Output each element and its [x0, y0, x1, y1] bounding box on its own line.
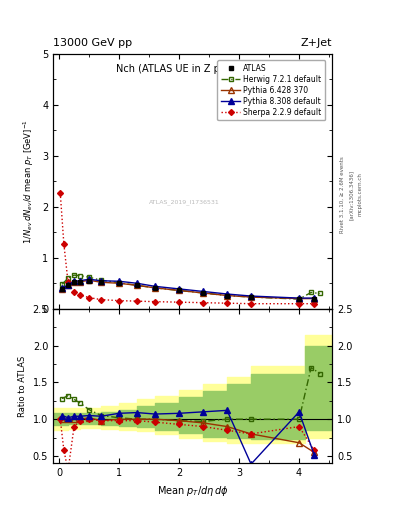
ATLAS: [66, 282, 70, 288]
Herwig 7.2.1 default: [135, 282, 140, 288]
Sherpa 2.2.9 default: [312, 301, 316, 307]
Herwig 7.2.1 default: [225, 292, 230, 298]
Pythia 8.308 default: [60, 285, 64, 291]
Pythia 8.308 default: [312, 295, 316, 301]
Y-axis label: Ratio to ATLAS: Ratio to ATLAS: [18, 355, 27, 417]
ATLAS: [117, 280, 121, 286]
Sherpa 2.2.9 default: [249, 301, 253, 307]
Text: Z+Jet: Z+Jet: [301, 37, 332, 48]
Herwig 7.2.1 default: [60, 281, 64, 287]
Pythia 8.308 default: [72, 278, 76, 284]
Sherpa 2.2.9 default: [225, 300, 230, 306]
Herwig 7.2.1 default: [66, 275, 70, 281]
Pythia 8.308 default: [66, 282, 70, 288]
Pythia 8.308 default: [201, 288, 206, 294]
X-axis label: Mean $p_T/d\eta\,d\phi$: Mean $p_T/d\eta\,d\phi$: [157, 484, 228, 498]
Pythia 8.308 default: [117, 278, 121, 284]
Line: Pythia 6.428 370: Pythia 6.428 370: [59, 278, 317, 302]
Pythia 6.428 370: [225, 292, 230, 298]
Sherpa 2.2.9 default: [58, 190, 62, 196]
ATLAS: [297, 296, 301, 302]
Sherpa 2.2.9 default: [66, 279, 70, 285]
ATLAS: [177, 287, 182, 293]
Sherpa 2.2.9 default: [72, 289, 76, 295]
Herwig 7.2.1 default: [78, 272, 83, 279]
Herwig 7.2.1 default: [297, 296, 301, 302]
Pythia 8.308 default: [297, 295, 301, 301]
ATLAS: [87, 278, 92, 284]
Line: Sherpa 2.2.9 default: Sherpa 2.2.9 default: [58, 191, 316, 306]
Pythia 8.308 default: [99, 278, 103, 284]
Pythia 6.428 370: [117, 280, 121, 286]
Pythia 6.428 370: [99, 279, 103, 285]
Sherpa 2.2.9 default: [99, 296, 103, 303]
Pythia 8.308 default: [135, 280, 140, 286]
Herwig 7.2.1 default: [87, 274, 92, 280]
ATLAS: [99, 279, 103, 285]
Pythia 6.428 370: [60, 286, 64, 292]
Sherpa 2.2.9 default: [61, 241, 66, 247]
Herwig 7.2.1 default: [72, 272, 76, 278]
Herwig 7.2.1 default: [153, 285, 158, 291]
Pythia 6.428 370: [66, 282, 70, 288]
Text: Nch (ATLAS UE in Z production): Nch (ATLAS UE in Z production): [116, 64, 270, 74]
Pythia 8.308 default: [249, 293, 253, 299]
Sherpa 2.2.9 default: [177, 299, 182, 305]
Sherpa 2.2.9 default: [153, 298, 158, 305]
Y-axis label: $1/N_{ev}\,dN_{ev}/d$ mean $p_T$ [GeV]$^{-1}$: $1/N_{ev}\,dN_{ev}/d$ mean $p_T$ [GeV]$^…: [22, 119, 37, 244]
Sherpa 2.2.9 default: [78, 292, 83, 298]
Pythia 8.308 default: [153, 283, 158, 289]
ATLAS: [135, 282, 140, 288]
Pythia 8.308 default: [87, 276, 92, 282]
Pythia 6.428 370: [72, 279, 76, 285]
ATLAS: [225, 292, 230, 298]
Legend: ATLAS, Herwig 7.2.1 default, Pythia 6.428 370, Pythia 8.308 default, Sherpa 2.2.: ATLAS, Herwig 7.2.1 default, Pythia 6.42…: [217, 60, 325, 120]
Herwig 7.2.1 default: [249, 294, 253, 300]
Pythia 8.308 default: [177, 286, 182, 292]
Text: [arXiv:1306.3436]: [arXiv:1306.3436]: [349, 169, 354, 220]
Pythia 6.428 370: [87, 277, 92, 283]
Pythia 6.428 370: [153, 285, 158, 291]
Pythia 6.428 370: [201, 290, 206, 296]
Sherpa 2.2.9 default: [135, 298, 140, 304]
Line: Herwig 7.2.1 default: Herwig 7.2.1 default: [60, 273, 323, 302]
ATLAS: [312, 296, 316, 302]
Text: Rivet 3.1.10, ≥ 2.6M events: Rivet 3.1.10, ≥ 2.6M events: [340, 156, 345, 233]
Herwig 7.2.1 default: [318, 290, 322, 296]
Sherpa 2.2.9 default: [87, 294, 92, 301]
Pythia 8.308 default: [78, 278, 83, 284]
Pythia 6.428 370: [249, 294, 253, 300]
Pythia 6.428 370: [312, 295, 316, 302]
Text: mcplots.cern.ch: mcplots.cern.ch: [358, 173, 363, 217]
ATLAS: [153, 285, 158, 291]
Text: ATLAS_2019_I1736531: ATLAS_2019_I1736531: [149, 199, 220, 204]
Herwig 7.2.1 default: [201, 290, 206, 296]
Line: Pythia 8.308 default: Pythia 8.308 default: [59, 276, 317, 301]
Herwig 7.2.1 default: [99, 277, 103, 283]
Herwig 7.2.1 default: [117, 280, 121, 286]
Sherpa 2.2.9 default: [297, 301, 301, 307]
Sherpa 2.2.9 default: [201, 300, 206, 306]
Pythia 6.428 370: [135, 282, 140, 288]
ATLAS: [60, 286, 64, 292]
Sherpa 2.2.9 default: [117, 297, 121, 304]
Herwig 7.2.1 default: [309, 289, 314, 295]
Herwig 7.2.1 default: [177, 287, 182, 293]
ATLAS: [72, 279, 76, 285]
Pythia 6.428 370: [297, 295, 301, 302]
ATLAS: [78, 279, 83, 285]
ATLAS: [249, 294, 253, 300]
Text: 13000 GeV pp: 13000 GeV pp: [53, 37, 132, 48]
ATLAS: [201, 290, 206, 296]
Line: ATLAS: ATLAS: [60, 279, 316, 302]
Pythia 8.308 default: [225, 291, 230, 297]
Pythia 6.428 370: [78, 279, 83, 285]
Pythia 6.428 370: [177, 287, 182, 293]
